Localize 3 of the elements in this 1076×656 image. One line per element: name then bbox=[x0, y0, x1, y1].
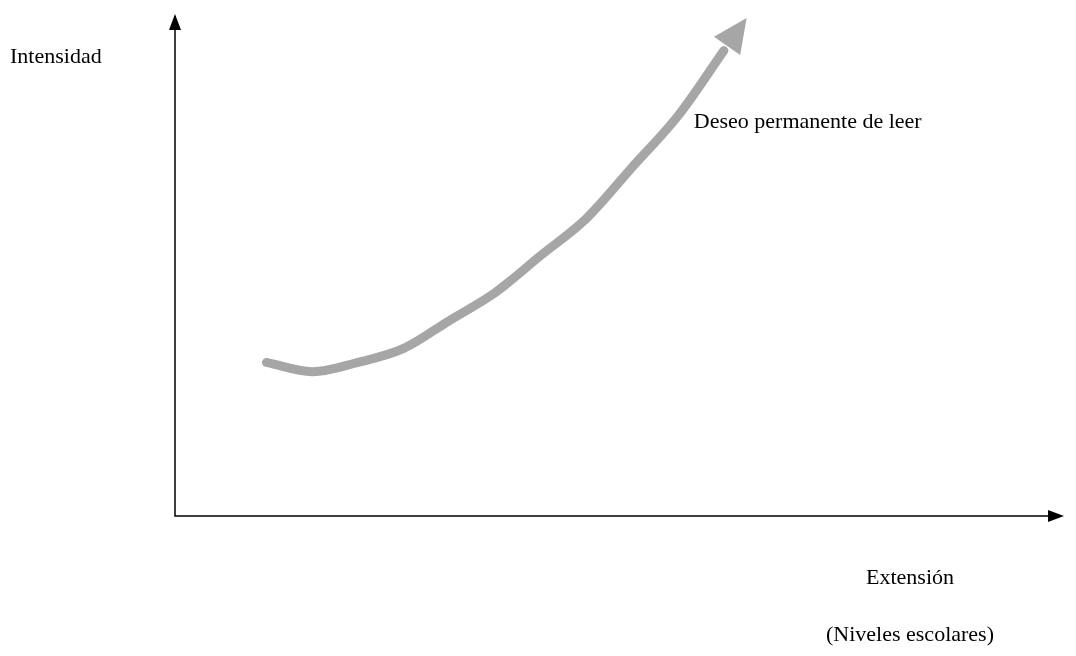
series-label: Deseo permanente de leer bbox=[693, 108, 923, 134]
text: Extensión (Niveles escolares) bbox=[826, 563, 994, 646]
y-axis-title: Intensidad bbox=[10, 42, 102, 68]
